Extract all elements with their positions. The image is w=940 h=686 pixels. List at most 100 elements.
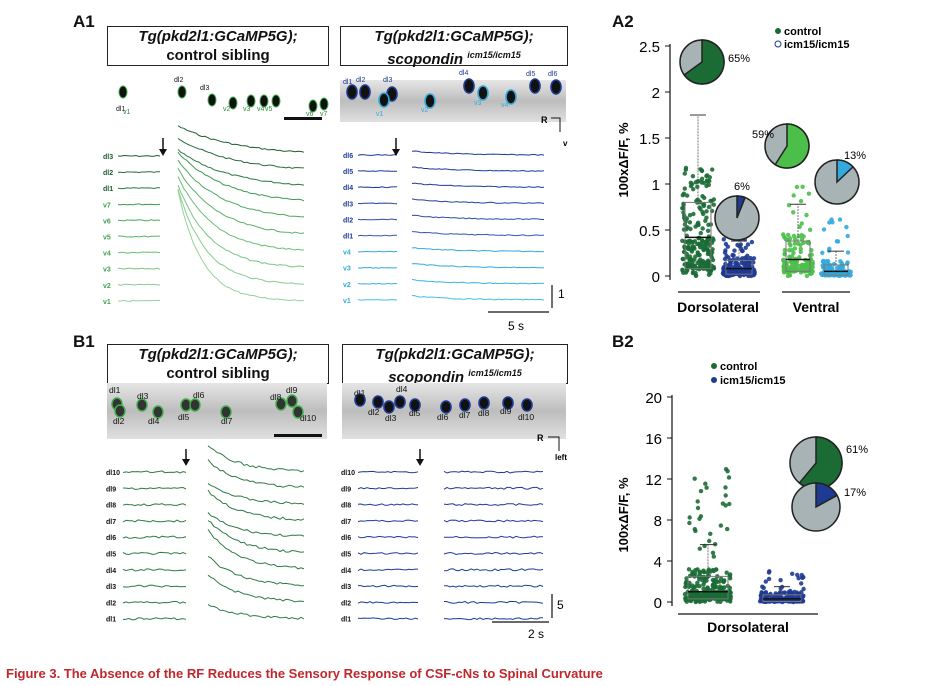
a1-mutant-trace-label: dl3 [343, 201, 353, 208]
a1-control-cell [228, 96, 238, 110]
a2-dl-control-point [682, 171, 687, 176]
a2-pie-dl-mutant-slice [736, 195, 747, 219]
b2-mutant-point [763, 579, 768, 584]
b2-y-tick-label: 0 [654, 595, 662, 612]
b2-control-point [686, 567, 692, 572]
a1-mutant-trace-baseline [357, 282, 398, 285]
a2-dl-mutant-point [749, 239, 755, 245]
a1-orient-r: R [541, 115, 548, 125]
b2-control-point [695, 505, 701, 511]
b1-mutant-cell-label: dl10 [518, 412, 534, 422]
b2-control-point [705, 574, 710, 580]
b1-mutant-title-sup: icm15/icm15 [468, 368, 522, 378]
b2-control-point [697, 573, 703, 578]
a2-v-mutant-point [821, 227, 827, 232]
a1-control-arrow [159, 138, 167, 156]
a2-x-category: Dorsolateral [677, 299, 759, 315]
a1-control-trace-baseline [117, 187, 160, 190]
a1-control-trace-label: dl2 [103, 170, 113, 177]
a2-pie-dl-control-slice [683, 39, 725, 85]
a1-mutant-title-sup: icm15/icm15 [467, 50, 521, 60]
b2-mutant-point [769, 598, 774, 604]
a1-control-cell [207, 93, 217, 107]
b1-control-trace-response [207, 529, 305, 570]
a2-v-control-point [792, 241, 797, 246]
b1-control-cell-label: dl7 [221, 416, 233, 426]
a2-dl-control-point [700, 226, 705, 231]
b1-mutant-trace-label: dl10 [341, 470, 355, 477]
b2-control-point [710, 582, 716, 587]
a2-v-control-point [789, 248, 795, 253]
b1-mutant-cell [502, 396, 514, 410]
a2-pie-label: 13% [844, 150, 866, 162]
a2-dl-control-point [705, 247, 710, 253]
a1-mutant-trace-response [411, 247, 545, 253]
b2-control-point [703, 481, 708, 486]
b1-orient-axes [548, 436, 560, 451]
b1-control-cell-label: dl5 [178, 412, 190, 422]
a2-dl-control-point [698, 206, 703, 212]
b1-mutant-trace-label: dl8 [341, 503, 351, 510]
b2-mutant-point [778, 578, 783, 583]
b1-mutant-title-line2: scopondin [388, 369, 465, 386]
a2-v-control-point [791, 210, 796, 215]
a1-mutant-arrow [392, 138, 400, 156]
b2-control-point [697, 584, 702, 589]
b2-mutant-point [799, 581, 804, 586]
a1-mutant-cell [359, 84, 371, 100]
a1-control-trace-response [177, 176, 304, 251]
a2-dl-mutant-point [723, 248, 728, 253]
a2-dl-control-point [701, 202, 706, 207]
b1-mutant-title: Tg(pkd2l1:GCaMP5G); scopondin icm15/icm1… [342, 344, 568, 386]
a2-v-control-point [784, 260, 789, 266]
b1-control-cell [189, 398, 201, 412]
b2-control-point [715, 579, 720, 585]
b1-mutant-cell-label: dl2 [368, 407, 380, 417]
b1-mutant-trace-baseline [357, 535, 419, 539]
a1-mutant-trace-baseline [357, 218, 398, 221]
b1-control-cell [286, 394, 298, 408]
b2-control-point [714, 567, 719, 572]
a2-v-control-point [807, 227, 813, 232]
b2-mutant-point [788, 590, 793, 596]
a2-dl-control-point [688, 257, 694, 262]
a2-v-mutant-point [829, 217, 834, 222]
b2-legend-marker-mutant [711, 377, 717, 383]
b1-mutant-cell [521, 398, 533, 412]
b1-mutant-cell [440, 400, 452, 414]
a1-control-cell-label: dl3 [200, 85, 209, 92]
a2-dl-mutant-point [730, 252, 735, 258]
a2-dl-control-point [697, 242, 702, 247]
b2-mutant-point [777, 590, 783, 595]
a2-v-mutant-point [837, 272, 842, 277]
b1-control-trace-label: dl7 [106, 519, 116, 526]
a2-v-control-point [797, 224, 802, 229]
a2-v-mutant-point [831, 261, 837, 267]
a1-mutant-cell [529, 78, 541, 94]
a1-control-cell-label: v2 [223, 106, 231, 113]
b1-control-trace-baseline [122, 535, 187, 539]
b1-control-trace-label: dl8 [106, 503, 116, 510]
a2-dl-control-point [689, 262, 695, 268]
b2-y-tick-label: 12 [645, 472, 662, 489]
a2-dl-control-point [680, 193, 685, 198]
a2-dl-control-point [704, 178, 710, 183]
b2-control-point [702, 579, 707, 584]
a1-mutant-cell [378, 92, 390, 108]
b1-control-trace-baseline [122, 486, 187, 490]
b2-control-point [720, 501, 726, 506]
b1-mutant-trace-response [443, 617, 543, 621]
a2-v-mutant-point [827, 246, 832, 251]
b2-control-point [723, 594, 728, 599]
a2-dl-control-point [680, 256, 686, 262]
a1-mutant-trace-label: v4 [343, 250, 351, 257]
a2-dl-control-point [704, 183, 709, 189]
b1-control-trace-baseline [122, 568, 187, 572]
a2-dl-mutant-point [748, 255, 753, 261]
b2-control-point [728, 599, 733, 604]
a1-control-cell [308, 99, 318, 113]
a2-v-control-point [800, 262, 806, 268]
b1-control-title-line1: Tg(pkd2l1:GCaMP5G); [138, 346, 298, 363]
a2-dl-control-point [693, 270, 698, 276]
b2-mutant-point [794, 590, 800, 595]
